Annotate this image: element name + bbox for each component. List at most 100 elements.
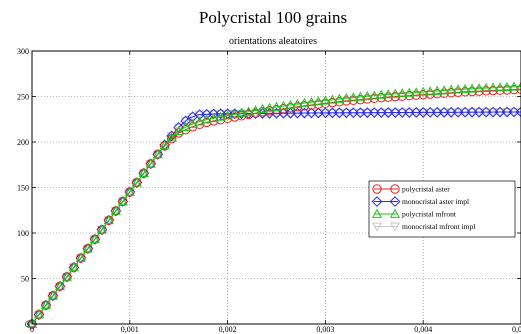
- data-point: [138, 167, 149, 178]
- data-point: [390, 88, 401, 98]
- data-point: [173, 122, 185, 133]
- data-point: [313, 96, 324, 106]
- data-point: [61, 271, 72, 281]
- legend-marker: [390, 184, 400, 194]
- data-point: [341, 92, 352, 103]
- data-point: [257, 103, 268, 113]
- data-point: [432, 85, 443, 95]
- data-point: [236, 107, 247, 117]
- y-tick-label: 250: [17, 93, 29, 102]
- data-point: [355, 91, 366, 101]
- data-point: [362, 91, 373, 101]
- data-point: [89, 233, 100, 244]
- data-point: [173, 123, 184, 133]
- data-point: [61, 271, 73, 283]
- data-point: [264, 102, 275, 112]
- data-point: [481, 82, 492, 92]
- data-point: [494, 82, 506, 92]
- data-point: [26, 318, 38, 330]
- legend-marker: [389, 222, 401, 232]
- data-point: [334, 93, 345, 103]
- data-point: [82, 243, 93, 253]
- data-point: [474, 83, 485, 93]
- data-point: [327, 94, 338, 104]
- data-point: [404, 87, 415, 97]
- legend-marker: [389, 196, 401, 207]
- legend-label: polycristal mfront: [402, 210, 457, 219]
- x-tick-label: 0,004: [414, 325, 432, 334]
- data-point: [75, 252, 87, 264]
- x-tick-label: 0,001: [121, 325, 139, 334]
- data-point: [222, 110, 233, 120]
- data-point: [208, 112, 219, 123]
- x-tick-label: 0,002: [219, 325, 237, 334]
- legend: polycristal aster monocristal aster impl p…: [368, 180, 516, 238]
- data-point: [173, 125, 184, 135]
- x-tick-label: 0,005: [512, 325, 521, 334]
- data-point: [33, 309, 45, 319]
- data-point: [215, 111, 226, 121]
- data-point: [320, 95, 331, 105]
- data-point: [166, 132, 177, 142]
- legend-marker: [371, 222, 383, 232]
- data-point: [467, 83, 478, 93]
- data-point: [54, 280, 66, 292]
- data-point: [501, 81, 513, 91]
- data-point: [508, 81, 520, 91]
- data-point: [40, 299, 52, 310]
- data-point: [152, 149, 163, 159]
- data-point: [167, 134, 177, 144]
- data-point: [145, 158, 157, 170]
- data-point: [515, 81, 521, 91]
- data-point: [271, 101, 282, 111]
- data-point: [306, 96, 317, 107]
- data-point: [215, 108, 227, 120]
- legend-marker: [372, 184, 382, 194]
- data-point: [439, 85, 450, 95]
- data-point: [54, 281, 65, 291]
- data-point: [117, 196, 128, 206]
- data-point: [131, 177, 142, 187]
- data-point: [488, 82, 499, 92]
- x-tick-label: 0: [30, 325, 34, 334]
- data-point: [180, 117, 191, 127]
- axis-ticks: 0 0,001 0,002 0,003 0,004 0,005 0 50 100 150 200 25…: [17, 47, 521, 334]
- data-point: [110, 205, 121, 215]
- data-point: [411, 87, 422, 97]
- y-tick-label: 200: [17, 138, 29, 147]
- data-point: [250, 105, 261, 115]
- data-point: [299, 97, 310, 107]
- y-tick-label: 300: [17, 47, 29, 56]
- data-point: [278, 100, 289, 110]
- legend-label: monocristal mfront impl: [402, 222, 475, 231]
- data-point: [376, 89, 387, 99]
- data-point: [96, 224, 107, 234]
- data-point: [187, 118, 198, 128]
- data-point: [124, 186, 135, 196]
- data-point: [68, 262, 79, 272]
- data-point: [285, 99, 296, 109]
- data-point: [229, 109, 240, 119]
- data-point: [201, 114, 212, 124]
- data-point: [446, 84, 457, 94]
- data-point: [47, 290, 59, 300]
- y-tick-label: 0: [25, 320, 29, 329]
- data-point: [348, 92, 359, 102]
- data-point: [369, 90, 380, 100]
- series-group: [26, 81, 521, 330]
- data-point: [110, 205, 122, 217]
- data-point: [194, 116, 205, 126]
- data-point: [515, 106, 521, 118]
- data-point: [418, 86, 429, 96]
- data-point: [243, 106, 254, 116]
- y-tick-label: 150: [17, 184, 29, 193]
- data-point: [103, 215, 114, 225]
- legend-marker: [389, 208, 401, 218]
- y-tick-label: 50: [21, 275, 29, 284]
- series-polycristal-mfront: [26, 81, 521, 328]
- data-point: [75, 252, 86, 262]
- data-point: [180, 121, 191, 132]
- legend-marker: [371, 196, 383, 207]
- chart-subtitle: orientations aleatoires: [229, 36, 317, 47]
